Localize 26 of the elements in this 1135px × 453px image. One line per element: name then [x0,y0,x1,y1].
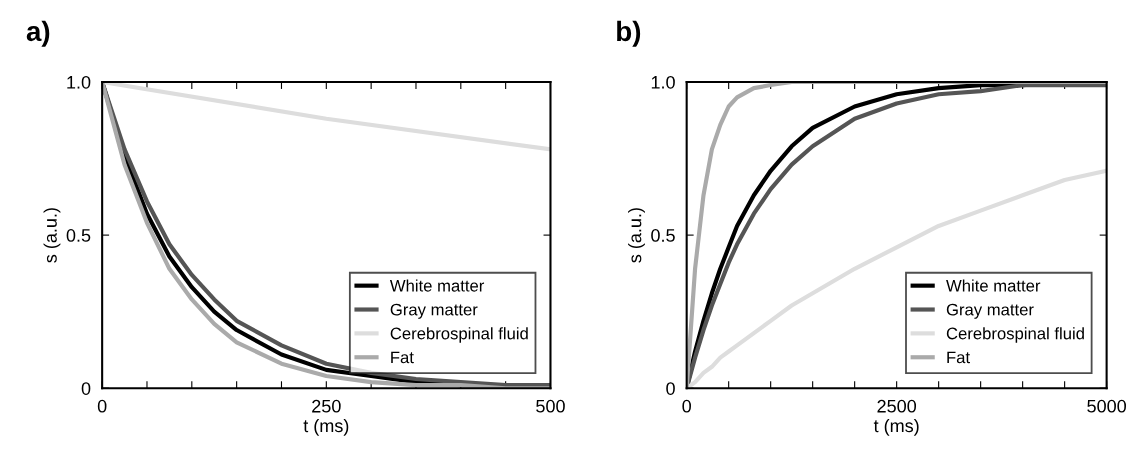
legend-label: Cerebrospinal fluid [390,327,528,343]
y-tick-label: 0 [666,382,675,395]
y-tick-label: 1.0 [67,75,91,89]
legend-label: Gray matter [390,303,478,319]
x-tick-label: 0 [97,399,107,413]
y-tick-label: 0 [81,382,91,395]
y-axis-title: s (a.u.) [628,208,645,263]
x-tick-label: 2500 [877,399,917,413]
x-axis-title: t (ms) [873,418,919,436]
y-tick-label: 0.5 [66,229,91,242]
x-tick-label: 5000 [1087,399,1126,413]
legend-label: Gray matter [946,303,1034,319]
text: a) [26,20,50,47]
x-tick-label: 250 [312,399,341,413]
legend-label: Cerebrospinal fluid [946,327,1084,343]
legend-label: White matter [389,279,485,292]
x-tick-label: 500 [536,399,565,413]
legend-label: Fat [391,351,414,364]
legend-label: White matter [946,279,1041,292]
y-tick-label: 1.0 [651,75,675,89]
y-tick-label: 0.5 [651,229,675,242]
text: b) [617,20,641,47]
legend-label: Fat [947,351,970,364]
x-axis-title: t (ms) [303,418,349,436]
x-tick-label: 0 [682,399,691,413]
y-axis-title: s (a.u.) [43,208,61,263]
